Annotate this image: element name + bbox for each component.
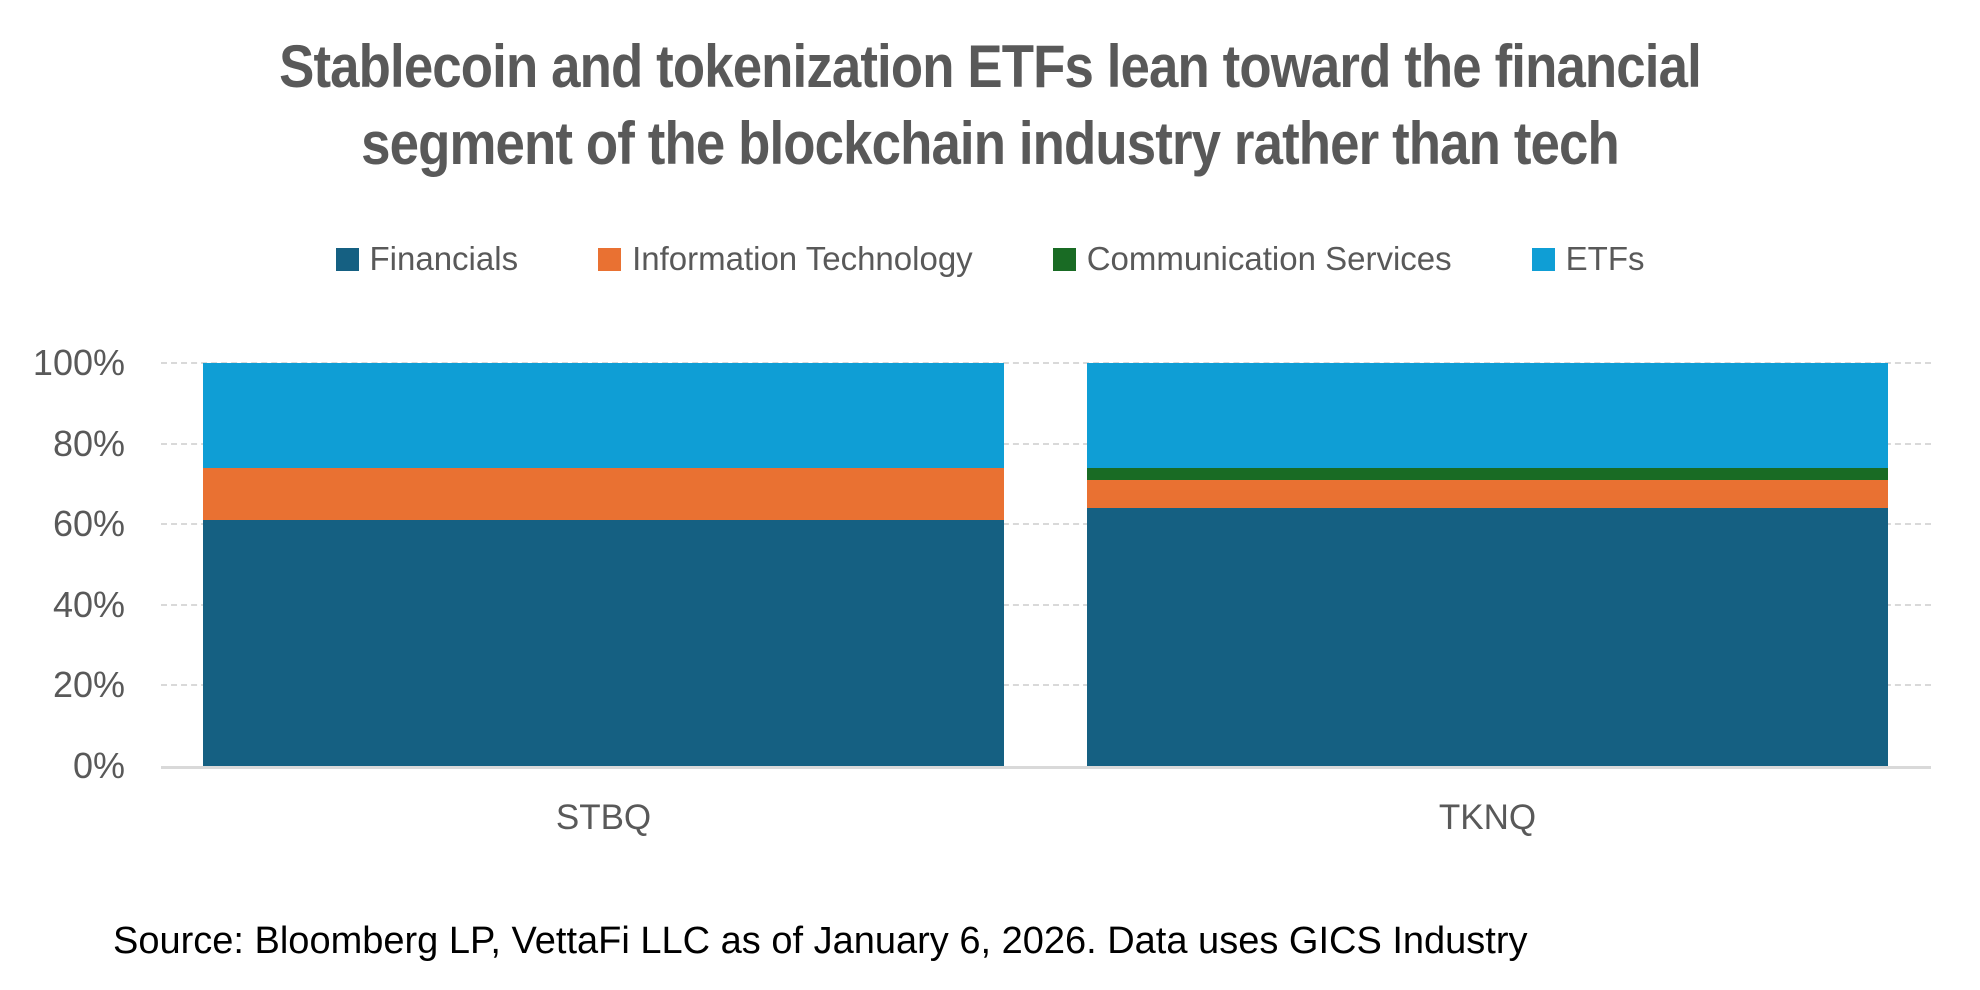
gridline-20 <box>161 684 1931 687</box>
gridline-60 <box>161 523 1931 526</box>
gridline-40 <box>161 603 1931 606</box>
legend-swatch-icon <box>1052 247 1076 271</box>
legend-label: Communication Services <box>1086 240 1452 277</box>
legend-item-information-technology: Information Technology <box>598 240 973 278</box>
gridline-80 <box>161 442 1931 445</box>
legend-label: ETFs <box>1565 240 1645 277</box>
legend-swatch-icon <box>598 247 622 271</box>
legend-label: Information Technology <box>632 240 973 277</box>
legend-item-financials: Financials <box>335 240 519 278</box>
legend-label: Financials <box>369 240 519 277</box>
bar-segment-tknq-financials <box>1087 508 1888 766</box>
chart-legend: Financials Information Technology Communic… <box>0 236 1980 282</box>
chart-title: Stablecoin and tokenization ETFs lean to… <box>119 28 1861 182</box>
bar-segment-tknq-communication-services <box>1087 467 1888 480</box>
bar-stbq <box>203 363 1004 766</box>
y-tick-label-100: 100% <box>32 342 125 383</box>
y-axis-labels: 0% 20% 40% 60% 80% 100% <box>0 342 125 786</box>
source-note: Source: Bloomberg LP, VettaFi LLC as of … <box>113 920 1528 962</box>
legend-item-communication-services: Communication Services <box>1052 240 1452 278</box>
bar-tknq <box>1087 363 1888 766</box>
x-label-tknq: TKNQ <box>1438 798 1537 837</box>
x-axis-line <box>161 766 1931 769</box>
chart-title-line-2: segment of the blockchain industry rathe… <box>361 110 1620 177</box>
bar-segment-tknq-etfs <box>1087 363 1888 468</box>
legend-swatch-icon <box>335 247 359 271</box>
bar-segment-tknq-information-technology <box>1087 479 1888 509</box>
y-tick-label-60: 60% <box>52 503 125 545</box>
plot-area <box>161 362 1931 769</box>
bar-segment-stbq-financials <box>203 520 1004 766</box>
x-axis-labels: STBQ TKNQ <box>161 798 1931 848</box>
y-tick-label-40: 40% <box>52 583 125 625</box>
bar-segment-stbq-etfs <box>203 363 1004 468</box>
gridline-100 <box>161 362 1931 364</box>
y-tick-label-80: 80% <box>52 422 125 464</box>
chart-title-line-1: Stablecoin and tokenization ETFs lean to… <box>279 33 1702 100</box>
bar-segment-stbq-information-technology <box>203 467 1004 521</box>
y-tick-label-0: 0% <box>72 745 125 786</box>
legend-swatch-icon <box>1531 247 1555 271</box>
y-tick-label-20: 20% <box>52 664 125 706</box>
legend-item-etfs: ETFs <box>1531 240 1645 278</box>
x-label-stbq: STBQ <box>555 798 652 837</box>
